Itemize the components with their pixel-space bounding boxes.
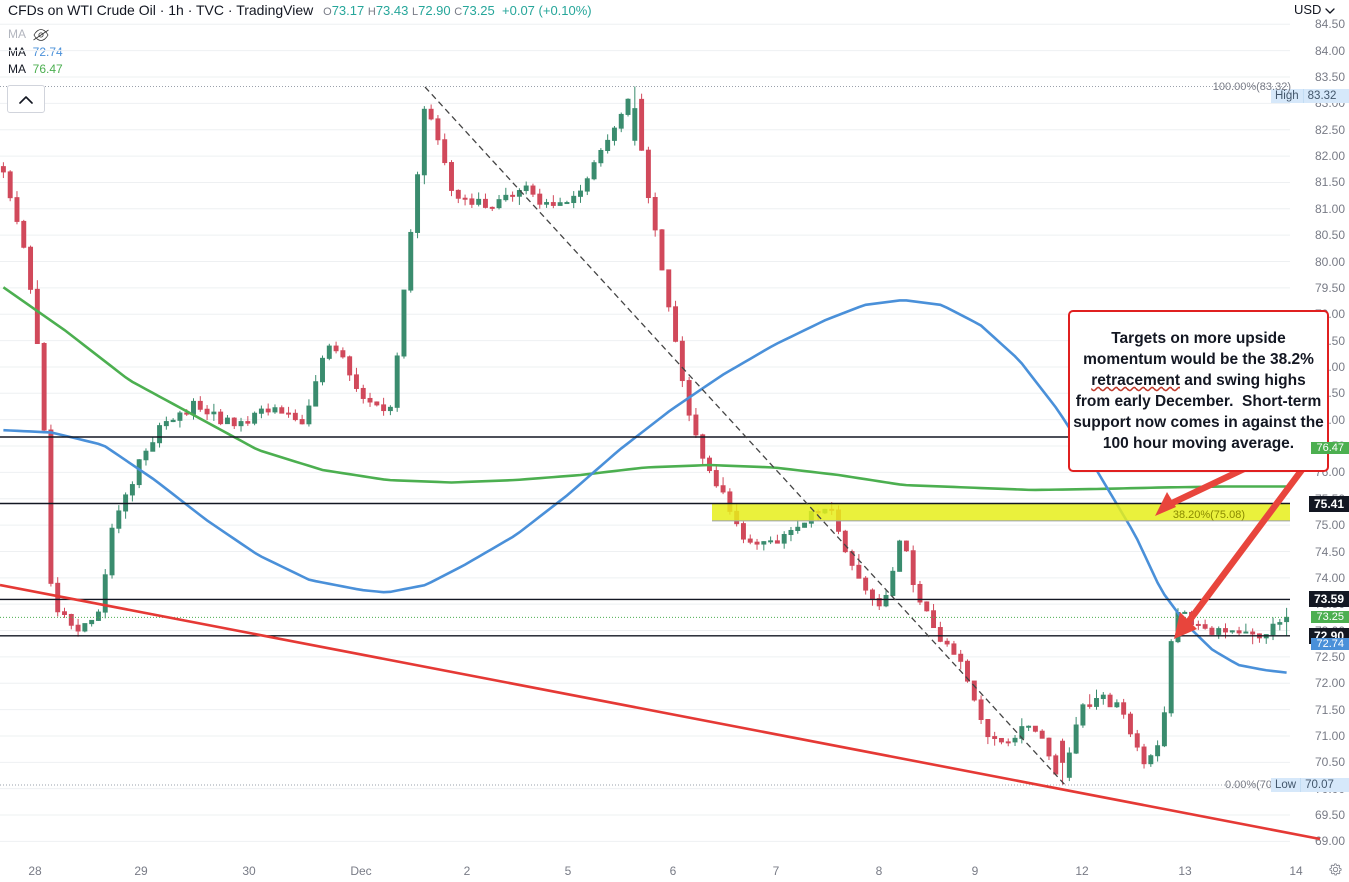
- svg-text:38.20%(75.08): 38.20%(75.08): [1173, 509, 1245, 521]
